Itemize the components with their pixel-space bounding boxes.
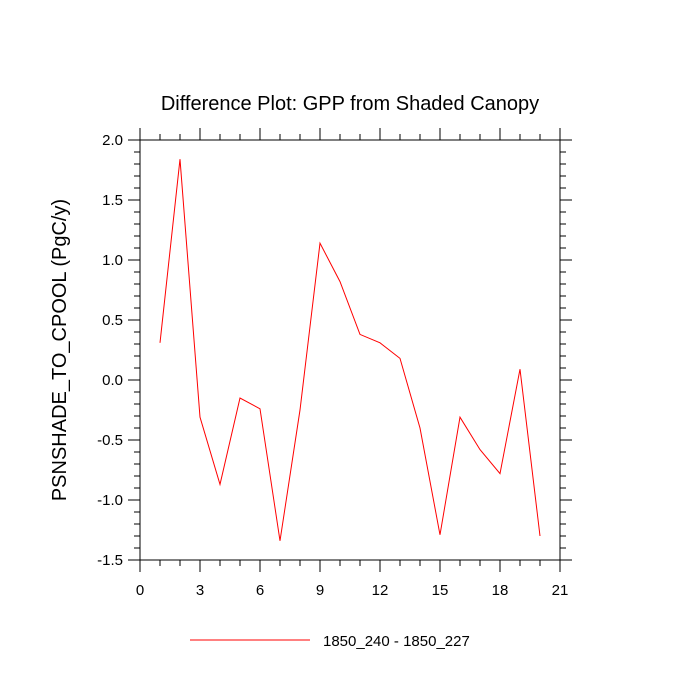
- data-point: [380, 342, 381, 343]
- data-point: [280, 540, 281, 541]
- data-point: [440, 534, 441, 535]
- data-point: [480, 449, 481, 450]
- data-point: [240, 398, 241, 399]
- data-point: [260, 408, 261, 409]
- legend-label: 1850_240 - 1850_227: [323, 633, 470, 650]
- y-tick-label: 1.0: [102, 252, 123, 269]
- data-point: [400, 358, 401, 359]
- x-tick-label: 9: [316, 582, 324, 599]
- x-tick-label: 0: [136, 582, 144, 599]
- data-point: [160, 342, 161, 343]
- axis-ticks: [128, 128, 572, 572]
- y-tick-label: -0.5: [97, 432, 123, 449]
- data-point: [180, 159, 181, 160]
- chart-title: Difference Plot: GPP from Shaded Canopy: [161, 93, 539, 115]
- x-tick-labels: 0 3 6 9 12 15 18 21: [136, 582, 569, 599]
- x-tick-label: 18: [492, 582, 509, 599]
- data-point: [340, 281, 341, 282]
- data-point: [200, 417, 201, 418]
- y-tick-label: 0.0: [102, 372, 123, 389]
- data-point: [360, 334, 361, 335]
- x-tick-label: 3: [196, 582, 204, 599]
- x-tick-label: 12: [372, 582, 389, 599]
- legend: 1850_240 - 1850_227: [190, 633, 470, 650]
- data-point: [500, 473, 501, 474]
- data-point: [460, 417, 461, 418]
- y-tick-label: 0.5: [102, 312, 123, 329]
- data-point: [300, 410, 301, 411]
- plot-frame: [139, 139, 561, 561]
- y-tick-labels: -1.5 -1.0 -0.5 0.0 0.5 1.0 1.5 2.0: [97, 132, 123, 569]
- y-axis-label: PSNSHADE_TO_CPOOL (PgC/y): [49, 199, 71, 501]
- data-point: [420, 428, 421, 429]
- x-tick-label: 15: [432, 582, 449, 599]
- y-tick-label: -1.5: [97, 552, 123, 569]
- y-tick-label: 1.5: [102, 192, 123, 209]
- data-point: [220, 484, 221, 485]
- y-tick-label: -1.0: [97, 492, 123, 509]
- x-tick-label: 6: [256, 582, 264, 599]
- data-point: [540, 536, 541, 537]
- data-point: [520, 369, 521, 370]
- series-line-0: [159, 159, 541, 541]
- data-point: [320, 243, 321, 244]
- x-tick-label: 21: [552, 582, 569, 599]
- y-tick-label: 2.0: [102, 132, 123, 149]
- plot-area: [159, 159, 541, 541]
